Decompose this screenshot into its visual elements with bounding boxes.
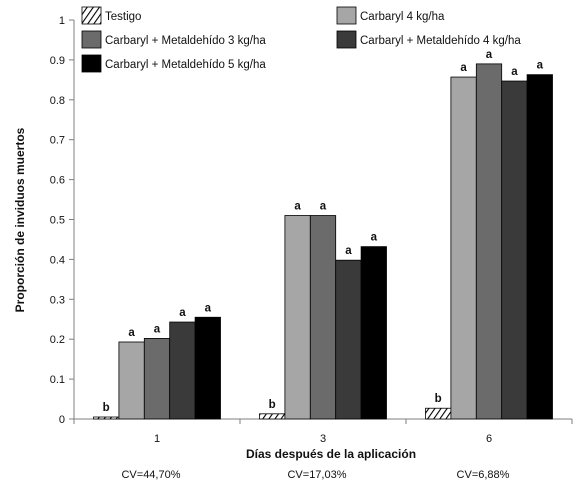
bar [425,407,452,420]
bar [501,80,528,420]
x-tick-label: 1 [154,433,160,445]
significance-letter: b [103,402,110,414]
bar [169,321,196,420]
bar [143,338,171,420]
significance-letter: a [486,49,493,61]
significance-letter: a [511,66,518,78]
y-tick-label: 0.9 [50,55,65,67]
y-tick-label: 0.8 [50,95,65,107]
bar [475,63,503,420]
bar [194,316,221,420]
legend-label: Carbaryl 4 kg/ha [360,11,445,23]
y-tick-label: 0.7 [50,135,65,147]
y-tick-label: 0.2 [50,334,65,346]
significance-letter: a [537,60,544,72]
legend-label: Carbaryl + Metaldehído 4 kg/ha [360,35,521,47]
bar [309,215,337,420]
significance-letter: a [294,201,301,213]
y-axis: 0 0.1 0.2 0.3 0.4 0.5 0.6 0.7 0.8 0.9 1 [50,15,75,426]
significance-letter: a [371,232,378,244]
bar [526,74,553,420]
significance-letter: a [345,245,352,257]
legend-label: Carbaryl + Metaldehído 3 kg/ha [105,35,266,47]
legend-swatch [81,54,102,73]
significance-letter: a [460,62,467,74]
bar [259,413,286,420]
y-tick-label: 0.4 [50,254,65,266]
y-tick-label: 1 [59,15,65,27]
significance-letter: a [154,323,161,335]
bar [93,416,120,420]
y-tick-label: 0.6 [50,175,65,187]
x-axis-title: Días después de la aplicación [246,447,416,461]
y-tick-label: 0.1 [50,374,65,386]
cv-label: CV=44,70% [121,469,180,481]
bar [335,259,362,420]
y-tick-label: 0.5 [50,215,65,227]
bars [93,63,553,420]
y-axis-title: Proporción de inviduos muertos [13,127,27,312]
bar [118,341,145,420]
significance-letter: a [205,302,212,314]
significance-letters: b b b a a a a a a a a a a a a [103,49,544,414]
x-tick-label: 6 [486,433,492,445]
bar [450,76,477,420]
legend-swatch [81,6,102,25]
legend-label: Testigo [105,11,141,23]
significance-letter: b [435,393,442,405]
legend-swatch [336,6,357,25]
legend-label: Carbaryl + Metaldehído 5 kg/ha [105,59,266,71]
significance-letter: b [269,399,276,411]
bar [360,246,387,420]
significance-letter: a [320,201,327,213]
significance-letter: a [179,307,186,319]
significance-letter: a [128,327,135,339]
legend-swatch [336,30,357,49]
cv-label: CV=17,03% [287,469,346,481]
y-tick-label: 0 [59,414,65,426]
y-tick-label: 0.3 [50,294,65,306]
x-tick-label: 3 [320,433,326,445]
cv-label: CV=6,88% [457,469,510,481]
legend-swatch [81,30,102,49]
bar [284,215,311,420]
legend: Testigo Carbaryl 4 kg/ha Carbaryl + Metald… [81,6,521,73]
